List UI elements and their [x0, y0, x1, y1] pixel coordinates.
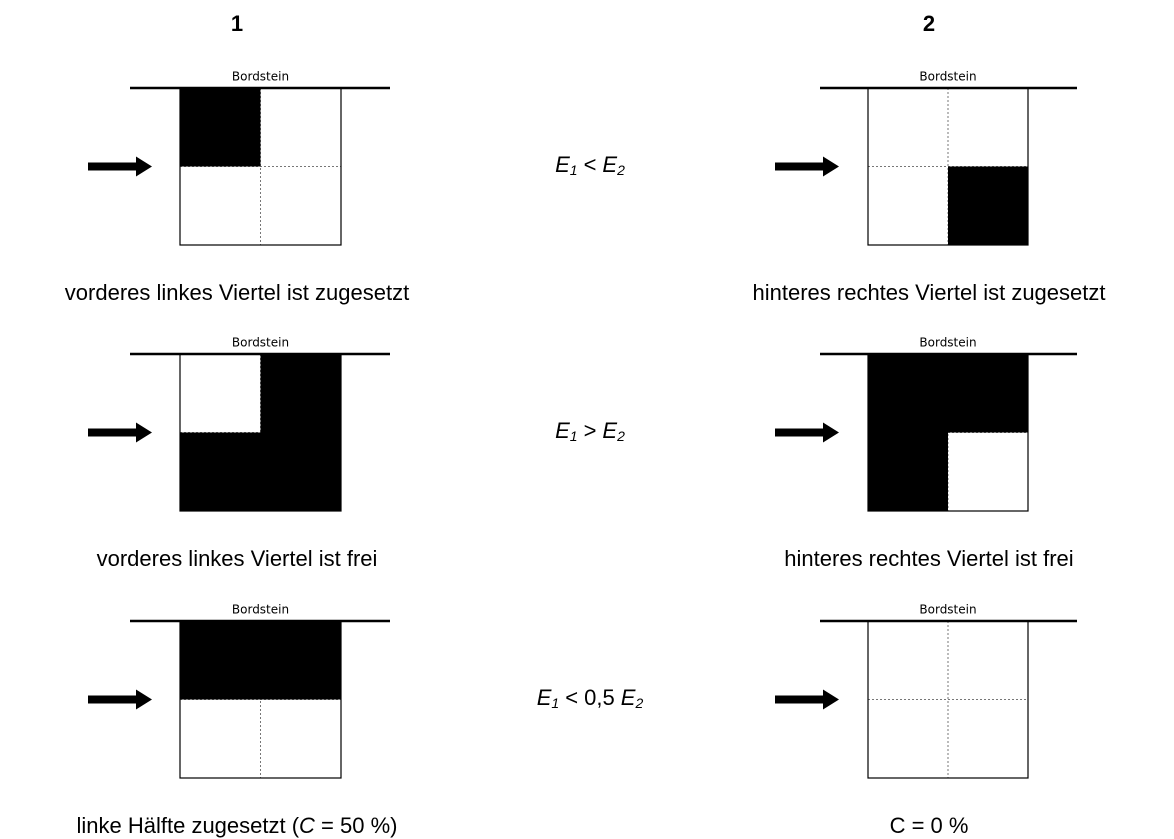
formula-sub: 1 — [551, 695, 559, 711]
formula-sub: 1 — [570, 428, 578, 444]
curb-diagram: Bordstein C = 0 % — [775, 603, 1077, 838]
blocked-quadrant — [948, 166, 1028, 245]
caption-part: = 50 %) — [315, 813, 398, 838]
caption: vorderes linkes Viertel ist zugesetzt — [65, 280, 409, 305]
caption: hinteres rechtes Viertel ist frei — [784, 546, 1073, 571]
flow-arrow — [775, 156, 839, 177]
formula: E1 < E2 — [555, 152, 625, 178]
blocked-quadrant — [180, 432, 261, 511]
curb-label: Bordstein — [919, 336, 976, 350]
caption-part: vorderes linkes Viertel ist frei — [97, 546, 378, 571]
formula-sub: 2 — [616, 428, 625, 444]
blocked-quadrant — [260, 354, 341, 433]
formula-op: < — [584, 152, 597, 177]
flow-arrow — [775, 422, 839, 443]
formula-sub: 2 — [616, 162, 625, 178]
caption: linke Hälfte zugesetzt (C = 50 %) — [77, 813, 398, 838]
caption-part: linke Hälfte zugesetzt ( — [77, 813, 300, 838]
blocked-quadrant — [868, 432, 948, 511]
blocked-quadrant — [260, 432, 341, 511]
blocked-quadrant — [260, 621, 341, 700]
formula: E1 > E2 — [555, 418, 625, 444]
formula-op: < 0,5 — [565, 685, 615, 710]
caption-part: C — [299, 813, 315, 838]
formula-sub: 1 — [570, 162, 578, 178]
curb-label: Bordstein — [919, 603, 976, 617]
blocked-quadrant — [180, 88, 261, 167]
flow-arrow — [775, 689, 839, 710]
curb-label: Bordstein — [232, 336, 289, 350]
flow-arrow — [88, 689, 152, 710]
curb-diagram: Bordstein vorderes linkes Viertel ist fre… — [88, 336, 390, 571]
formula-var: E — [602, 418, 617, 443]
curb-diagram: Bordstein hinteres rechtes Viertel ist fr… — [775, 336, 1077, 571]
blocked-quadrant — [948, 354, 1028, 433]
caption-part: hinteres rechtes Viertel ist zugesetzt — [753, 280, 1106, 305]
blocked-quadrant — [868, 354, 948, 433]
curb-diagram: Bordstein vorderes linkes Viertel ist zug… — [65, 70, 409, 305]
caption-part: hinteres rechtes Viertel ist frei — [784, 546, 1073, 571]
caption: vorderes linkes Viertel ist frei — [97, 546, 378, 571]
formula-var: E — [555, 418, 570, 443]
caption-part: vorderes linkes Viertel ist zugesetzt — [65, 280, 409, 305]
formula-var: E — [537, 685, 552, 710]
blocked-quadrant — [180, 621, 261, 700]
curb-label: Bordstein — [232, 70, 289, 84]
flow-arrow — [88, 422, 152, 443]
formula-var: E — [555, 152, 570, 177]
formula-var: E — [621, 685, 636, 710]
formula: E1 < 0,5 E2 — [537, 685, 644, 711]
formula-var: E — [602, 152, 617, 177]
curb-diagram: Bordstein hinteres rechtes Viertel ist zu… — [753, 70, 1106, 305]
curb-diagram: Bordstein linke Hälfte zugesetzt (C = 50 … — [77, 603, 398, 838]
column-header: 1 — [231, 11, 243, 36]
formula-op: > — [584, 418, 597, 443]
formula-sub: 2 — [634, 695, 643, 711]
caption-part: C = 0 % — [890, 813, 969, 838]
column-header: 2 — [923, 11, 935, 36]
flow-arrow — [88, 156, 152, 177]
caption: hinteres rechtes Viertel ist zugesetzt — [753, 280, 1106, 305]
curb-label: Bordstein — [919, 70, 976, 84]
curb-label: Bordstein — [232, 603, 289, 617]
caption: C = 0 % — [890, 813, 969, 838]
